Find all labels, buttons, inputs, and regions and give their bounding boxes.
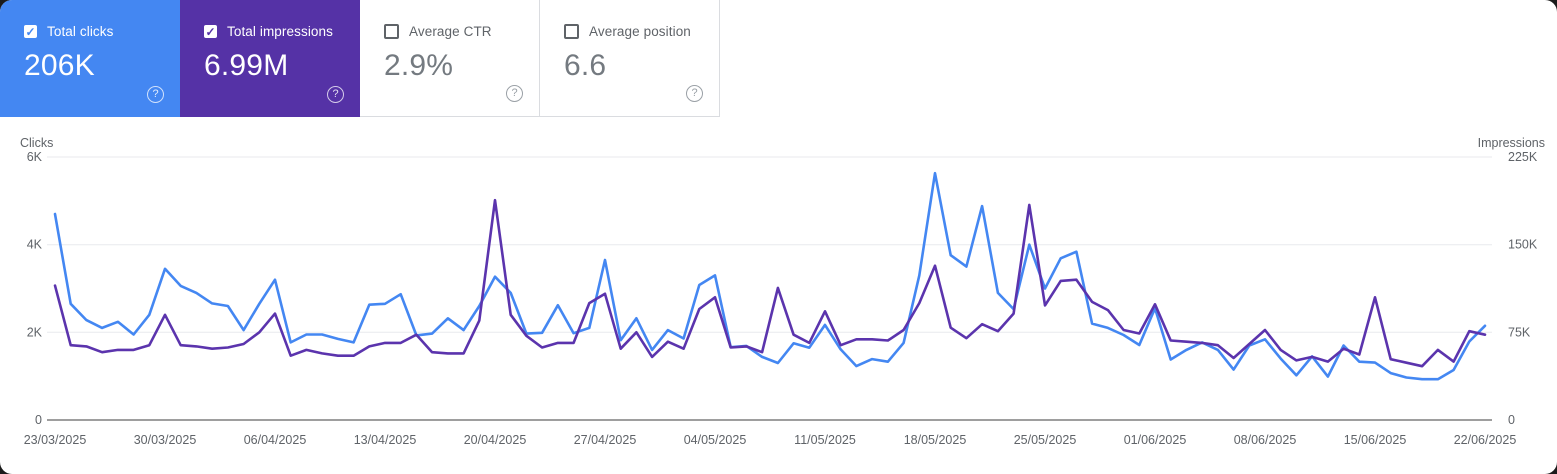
check-icon: ✓ xyxy=(25,24,36,39)
total-impressions-checkbox[interactable]: ✓ xyxy=(204,25,217,38)
right-axis-tick-label: 225K xyxy=(1508,150,1538,164)
total-clicks-value: 206K xyxy=(24,49,95,82)
x-axis-date-label: 22/06/2025 xyxy=(1454,433,1517,447)
card-label: Average CTR xyxy=(409,24,492,39)
x-axis-date-label: 18/05/2025 xyxy=(904,433,967,447)
x-axis-date-label: 01/06/2025 xyxy=(1124,433,1187,447)
x-axis-date-label: 15/06/2025 xyxy=(1344,433,1407,447)
x-axis-date-label: 13/04/2025 xyxy=(354,433,417,447)
card-label: Total clicks xyxy=(47,24,114,39)
total-impressions-line[interactable] xyxy=(53,198,1487,368)
total-impressions-value: 6.99M xyxy=(204,49,289,82)
left-axis-title: Clicks xyxy=(20,136,53,150)
card-label: Total impressions xyxy=(227,24,333,39)
card-average-position[interactable]: Average position 6.6 ? xyxy=(540,0,720,117)
x-axis-date-label: 08/06/2025 xyxy=(1234,433,1297,447)
left-axis-tick-label: 2K xyxy=(27,325,43,339)
average-ctr-checkbox[interactable] xyxy=(384,24,399,39)
average-position-checkbox[interactable] xyxy=(564,24,579,39)
x-axis-date-label: 20/04/2025 xyxy=(464,433,527,447)
x-axis-date-label: 04/05/2025 xyxy=(684,433,747,447)
card-total-impressions[interactable]: ✓ Total impressions 6.99M ? xyxy=(180,0,360,117)
total-clicks-checkbox[interactable]: ✓ xyxy=(24,25,37,38)
check-icon: ✓ xyxy=(205,24,216,39)
right-axis-tick-label: 150K xyxy=(1508,238,1538,252)
card-average-ctr[interactable]: Average CTR 2.9% ? xyxy=(360,0,540,117)
metric-cards-row: ✓ Total clicks 206K ? ✓ Total impression… xyxy=(0,0,720,117)
x-axis-date-label: 30/03/2025 xyxy=(134,433,197,447)
right-axis-tick-label: 0 xyxy=(1508,413,1515,427)
total-clicks-line[interactable] xyxy=(53,171,1487,381)
average-ctr-value: 2.9% xyxy=(384,49,454,82)
average-position-value: 6.6 xyxy=(564,49,607,82)
x-axis-date-label: 25/05/2025 xyxy=(1014,433,1077,447)
help-icon[interactable]: ? xyxy=(686,85,703,102)
left-axis-tick-label: 0 xyxy=(35,413,42,427)
left-axis-tick-label: 4K xyxy=(27,238,43,252)
left-axis-tick-label: 6K xyxy=(27,150,43,164)
help-icon[interactable]: ? xyxy=(147,86,164,103)
x-axis-date-label: 06/04/2025 xyxy=(244,433,307,447)
card-total-clicks[interactable]: ✓ Total clicks 206K ? xyxy=(0,0,180,117)
right-axis-title: Impressions xyxy=(1478,136,1545,150)
x-axis-date-label: 23/03/2025 xyxy=(24,433,87,447)
x-axis-date-label: 11/05/2025 xyxy=(794,433,856,447)
card-label: Average position xyxy=(589,24,691,39)
help-icon[interactable]: ? xyxy=(506,85,523,102)
right-axis-tick-label: 75K xyxy=(1508,325,1531,339)
x-axis-date-label: 27/04/2025 xyxy=(574,433,637,447)
help-icon[interactable]: ? xyxy=(327,86,344,103)
